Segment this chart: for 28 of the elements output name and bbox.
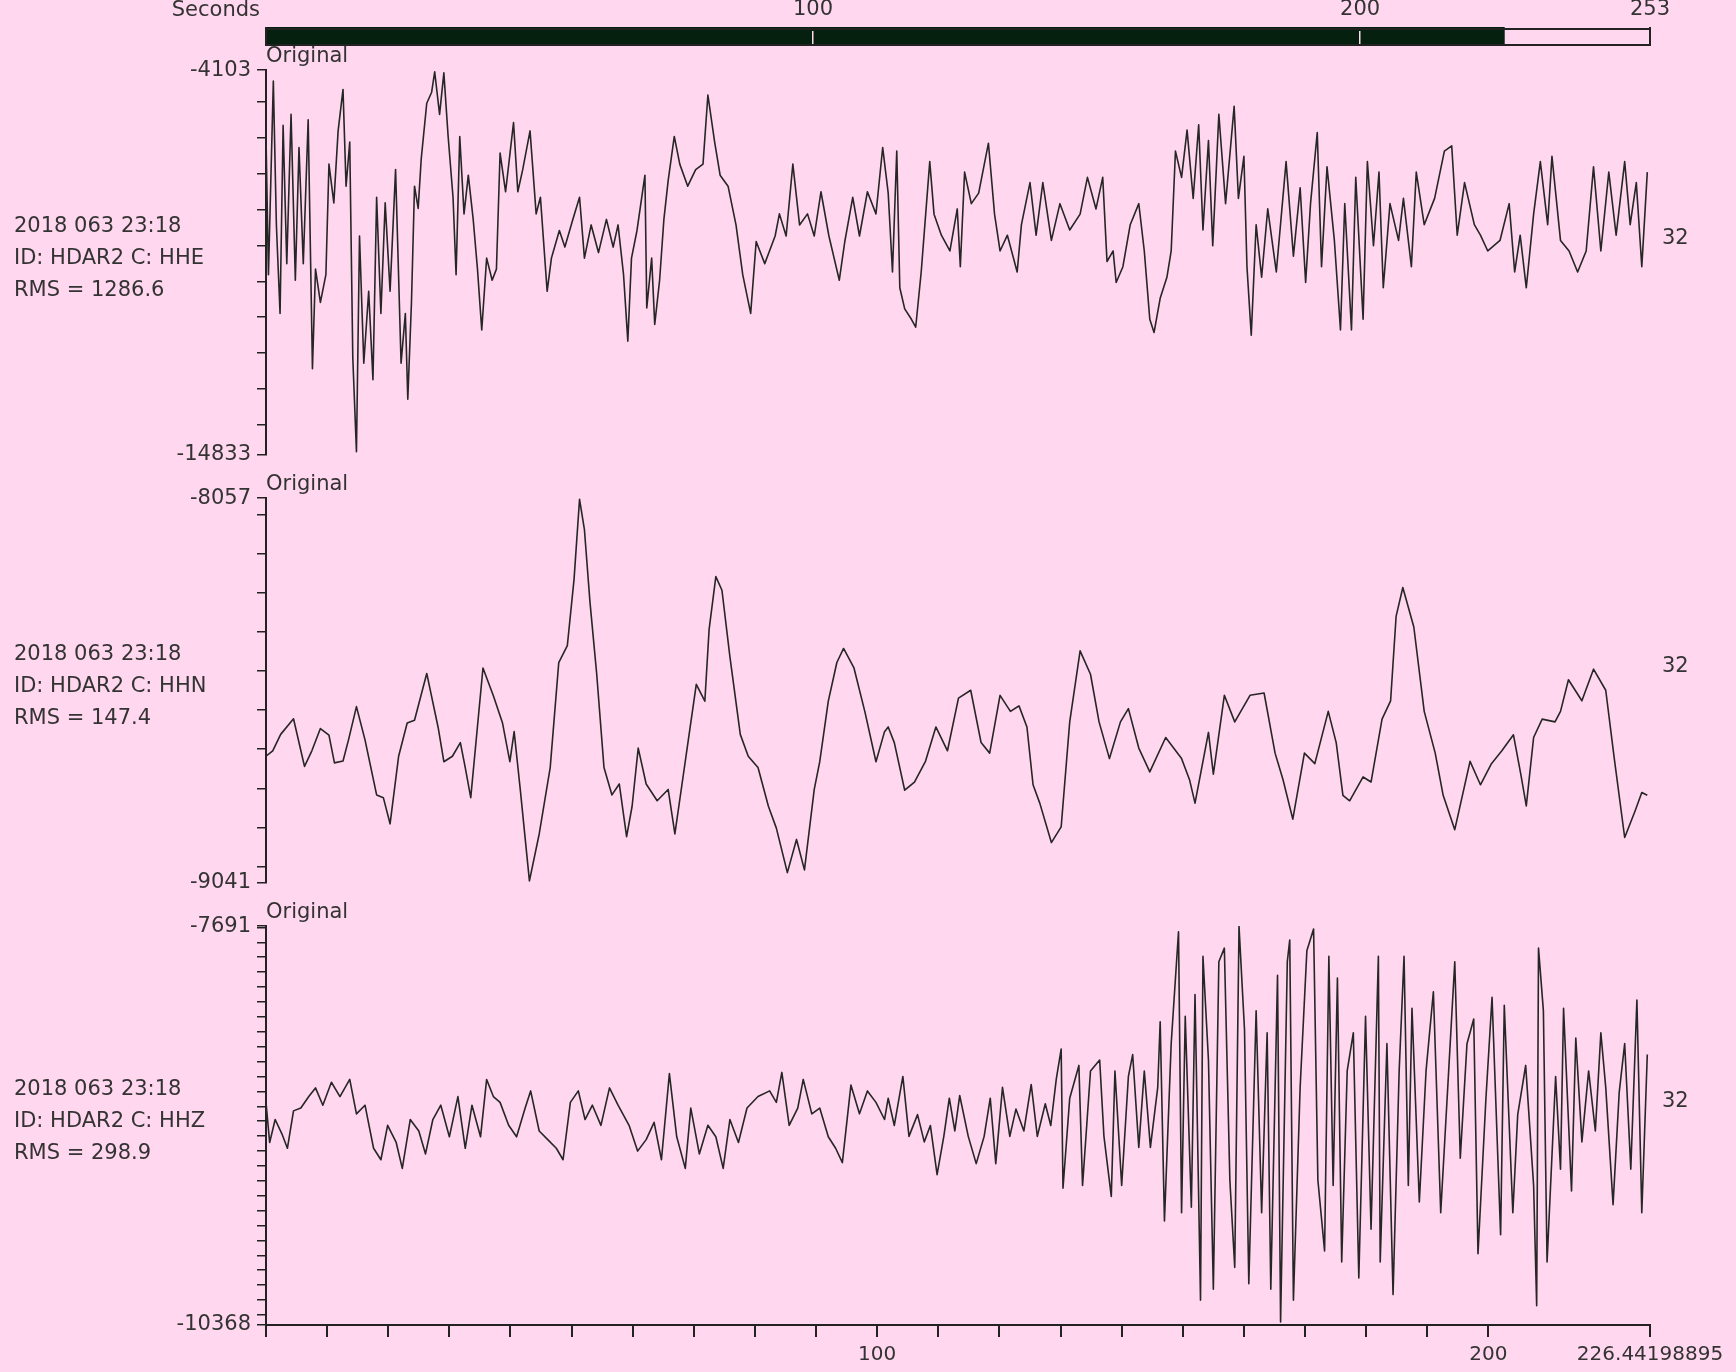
text: ID: HDAR2 C: HHN — [14, 672, 207, 697]
text: 32 — [1662, 1088, 1689, 1112]
text: Original — [266, 471, 349, 495]
text: RMS = 147.4 — [14, 704, 152, 729]
text: 32 — [1662, 652, 1689, 677]
text: 32 — [1662, 224, 1689, 249]
text: Original — [266, 43, 349, 67]
x2-axis-title: Seconds — [171, 0, 260, 22]
text: RMS = 1286.6 — [14, 276, 165, 301]
text: RMS = 298.9 — [14, 1140, 152, 1164]
text: Original — [266, 899, 349, 923]
text: ID: HDAR2 C: HHE — [14, 244, 204, 269]
text: 2018 063 23:18 — [14, 640, 182, 665]
x2-tick-label: 200 — [1340, 0, 1381, 20]
x2-tick-label: 100 — [792, 0, 834, 20]
y-tick-label: -10368 — [176, 1311, 251, 1336]
y-tick-label: -7691 — [189, 912, 251, 937]
x-tick-label: 226.44198895 — [1576, 1341, 1724, 1366]
text: 2018 063 23:18 — [14, 1076, 182, 1100]
y-tick-label: -9041 — [189, 868, 251, 893]
y-tick-label: -8057 — [189, 484, 251, 509]
text: ID: HDAR2 C: HHZ — [14, 1108, 206, 1132]
x-tick-label: 200 — [1469, 1341, 1508, 1366]
y-tick-label: -14833 — [176, 440, 251, 465]
x2-tick-label: 253 — [1629, 0, 1671, 20]
x-tick-label: 100 — [858, 1341, 897, 1366]
y-tick-label: -4103 — [189, 56, 251, 81]
text: 2018 063 23:18 — [14, 212, 182, 237]
